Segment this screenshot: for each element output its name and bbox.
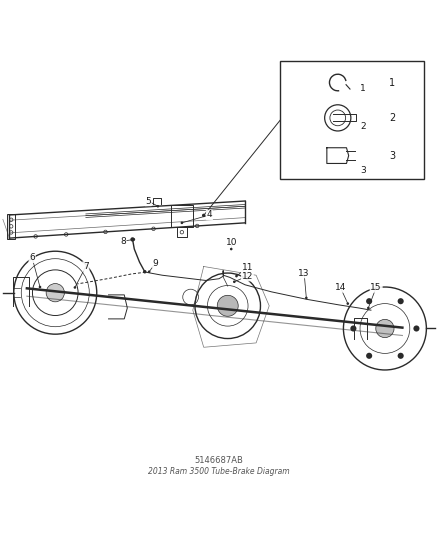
Circle shape: [346, 302, 349, 305]
Text: 9: 9: [153, 259, 159, 268]
Circle shape: [156, 205, 159, 207]
Text: 6: 6: [29, 253, 35, 262]
Text: 14: 14: [335, 283, 346, 292]
Text: 2: 2: [389, 113, 396, 123]
Circle shape: [46, 284, 64, 302]
Circle shape: [235, 275, 238, 277]
Circle shape: [366, 353, 372, 359]
Circle shape: [180, 222, 183, 224]
Text: 15: 15: [371, 283, 382, 292]
Circle shape: [350, 326, 357, 332]
Circle shape: [366, 298, 372, 304]
Circle shape: [376, 319, 394, 337]
Circle shape: [367, 306, 370, 309]
Circle shape: [233, 280, 236, 283]
Text: 2: 2: [360, 122, 366, 131]
Circle shape: [202, 214, 205, 217]
Text: 2013 Ram 3500 Tube-Brake Diagram: 2013 Ram 3500 Tube-Brake Diagram: [148, 467, 290, 476]
Text: 3: 3: [389, 151, 396, 160]
Circle shape: [133, 238, 135, 241]
Circle shape: [398, 353, 404, 359]
Text: 5: 5: [145, 197, 151, 206]
Circle shape: [305, 297, 307, 299]
Text: 13: 13: [298, 269, 310, 278]
Text: 12: 12: [242, 272, 253, 280]
Text: 3: 3: [360, 166, 366, 175]
Text: 1: 1: [360, 84, 366, 93]
Circle shape: [148, 270, 150, 273]
Circle shape: [39, 286, 41, 288]
Circle shape: [230, 248, 233, 251]
Circle shape: [143, 270, 147, 273]
Circle shape: [398, 298, 404, 304]
Bar: [7, 214, 15, 239]
Circle shape: [413, 326, 420, 332]
Text: 11: 11: [242, 263, 253, 272]
Circle shape: [217, 295, 238, 316]
Text: 8: 8: [120, 237, 126, 246]
Circle shape: [74, 286, 76, 289]
Text: 10: 10: [226, 238, 238, 247]
Text: 7: 7: [83, 262, 89, 271]
Text: 1: 1: [389, 77, 396, 87]
Text: 4: 4: [207, 211, 212, 220]
Text: 5146687AB: 5146687AB: [194, 456, 244, 465]
Bar: [280, 61, 424, 179]
Circle shape: [131, 237, 135, 241]
